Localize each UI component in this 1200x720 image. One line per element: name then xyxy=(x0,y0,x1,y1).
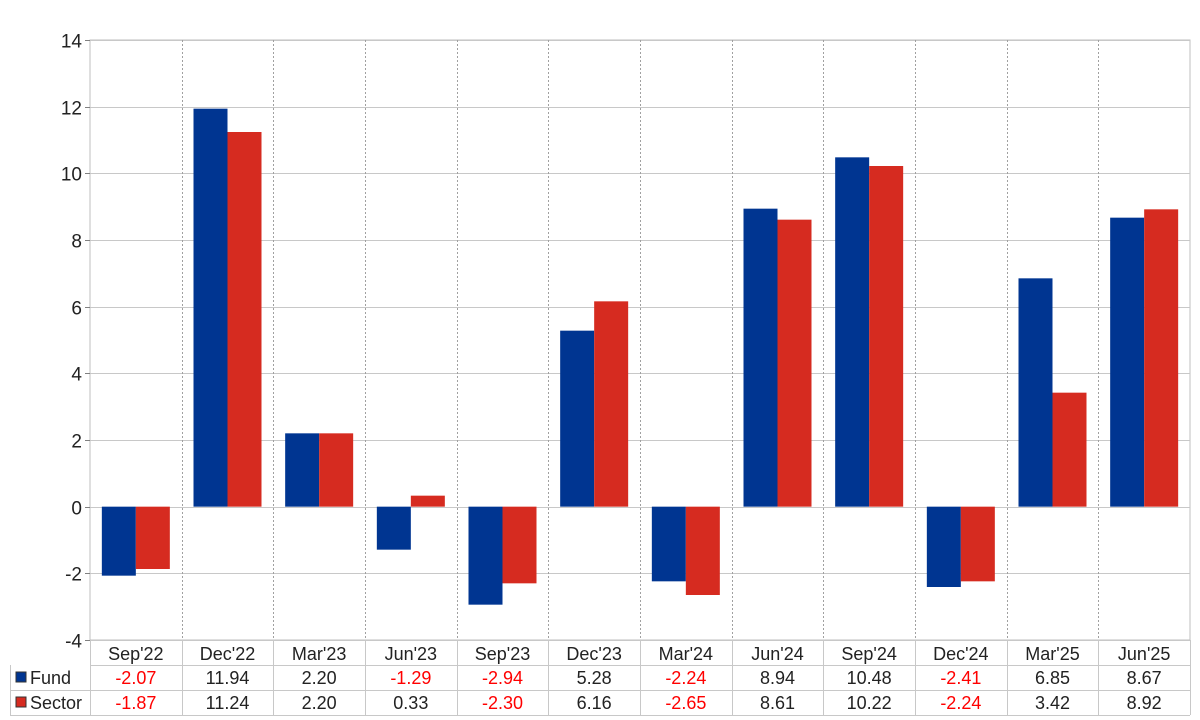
data-label-sector: 10.22 xyxy=(847,693,892,713)
bar-sector xyxy=(410,495,445,507)
data-label-fund: 8.67 xyxy=(1127,668,1162,688)
data-label-fund: 11.94 xyxy=(206,668,250,688)
x-tick-label: Jun'24 xyxy=(751,644,803,664)
bar-sector xyxy=(502,506,537,584)
y-tick-label: 8 xyxy=(71,232,82,253)
bar-fund xyxy=(193,108,228,507)
y-tick-label: 2 xyxy=(71,432,82,453)
data-label-sector: -1.87 xyxy=(115,693,156,713)
legend-label-fund: Fund xyxy=(30,668,71,688)
legend-swatch-sector xyxy=(15,696,27,708)
data-label-sector: -2.65 xyxy=(665,693,706,713)
data-label-sector: -2.30 xyxy=(482,693,523,713)
data-label-sector: 0.33 xyxy=(393,693,428,713)
data-label-sector: 2.20 xyxy=(302,693,337,713)
bar-fund xyxy=(468,506,503,605)
bar-fund xyxy=(285,433,320,507)
x-tick-label: Sep'23 xyxy=(475,644,531,664)
y-tick-label: 14 xyxy=(61,32,83,53)
grid-lines xyxy=(89,39,1191,641)
data-label-sector: 8.61 xyxy=(760,693,795,713)
bar-sector xyxy=(594,301,629,507)
bar-fund xyxy=(835,157,870,507)
data-label-fund: 8.94 xyxy=(760,668,795,688)
y-tick-label: 6 xyxy=(71,299,82,320)
x-tick-label: Jun'25 xyxy=(1118,644,1170,664)
y-tick-label: -2 xyxy=(65,565,82,586)
bar-sector xyxy=(1052,392,1087,507)
data-label-sector: 6.16 xyxy=(577,693,612,713)
x-tick-label: Dec'24 xyxy=(933,644,988,664)
bars xyxy=(101,108,1179,605)
bar-sector xyxy=(135,506,170,569)
x-tick-label: Sep'24 xyxy=(841,644,897,664)
bar-sector xyxy=(1144,209,1179,507)
y-tick-label: 12 xyxy=(61,99,82,120)
data-table: Sep'22 Dec'22 Mar'23 Jun'23 Sep'23 Dec'23 Mar'… xyxy=(10,640,1191,716)
data-label-fund: -2.07 xyxy=(115,668,156,688)
data-label-fund: 10.48 xyxy=(847,668,892,688)
x-tick-label: Jun'23 xyxy=(385,644,437,664)
x-tick-label: Sep'22 xyxy=(108,644,164,664)
bar-fund xyxy=(1110,217,1145,507)
bar-sector xyxy=(777,219,812,507)
x-tick-label: Mar'23 xyxy=(292,644,346,664)
bar-sector xyxy=(685,506,720,595)
data-label-fund: -2.24 xyxy=(665,668,706,688)
data-label-fund: 6.85 xyxy=(1035,668,1070,688)
bar-fund xyxy=(101,506,136,576)
bar-sector xyxy=(869,166,904,507)
bar-sector xyxy=(319,433,354,507)
data-label-sector: -2.24 xyxy=(940,693,981,713)
y-tick-label: -4 xyxy=(65,632,82,653)
y-tick-label: 4 xyxy=(71,365,82,386)
data-label-sector: 8.92 xyxy=(1127,693,1162,713)
legend-swatch-fund xyxy=(15,671,27,683)
bar-fund xyxy=(926,506,961,587)
y-tick-label: 0 xyxy=(71,499,82,520)
bar-sector xyxy=(960,506,995,582)
data-label-fund: 5.28 xyxy=(577,668,612,688)
bar-fund xyxy=(1018,278,1053,507)
x-tick-label: Dec'23 xyxy=(566,644,621,664)
data-label-fund: 2.20 xyxy=(302,668,337,688)
bar-fund xyxy=(651,506,686,582)
bar-fund xyxy=(376,506,411,550)
data-label-sector: 11.24 xyxy=(206,693,250,713)
bar-sector xyxy=(227,132,262,507)
data-label-fund: -2.94 xyxy=(482,668,523,688)
data-label-fund: -2.41 xyxy=(940,668,981,688)
y-tick-label: 10 xyxy=(61,165,82,186)
x-tick-label: Mar'24 xyxy=(659,644,713,664)
bar-fund xyxy=(560,330,595,507)
x-tick-label: Mar'25 xyxy=(1025,644,1079,664)
bar-fund xyxy=(743,208,778,507)
x-tick-label: Dec'22 xyxy=(200,644,255,664)
legend-label-sector: Sector xyxy=(30,693,82,713)
y-axis: -4 -2 0 2 4 6 8 10 12 14 xyxy=(61,32,90,653)
data-label-fund: -1.29 xyxy=(390,668,431,688)
data-label-sector: 3.42 xyxy=(1035,693,1070,713)
